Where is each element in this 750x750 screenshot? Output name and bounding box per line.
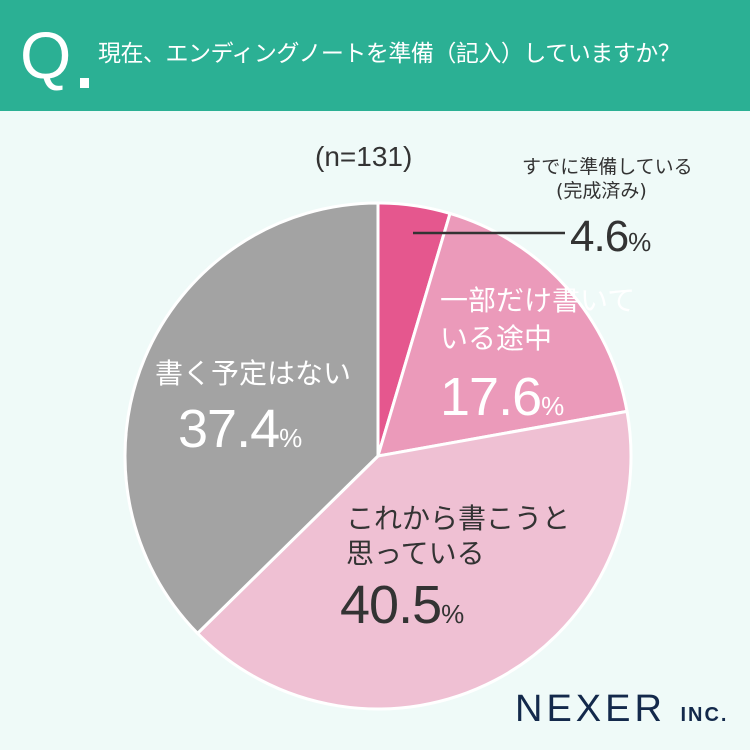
label-2-line2: 思っている [346, 537, 485, 570]
pie-slice-1 [375, 211, 629, 458]
label-2-line1: これから書こうと [346, 502, 571, 535]
label-0-value: 4.6% [570, 212, 651, 261]
q-mark: Q [20, 18, 72, 92]
label-1-line1: 一部だけ書いて [440, 284, 636, 317]
header-bar: Q 現在、エンディングノートを準備（記入）していますか？ [0, 0, 750, 111]
q-dot [80, 78, 89, 88]
sample-size: (n=131) [315, 141, 413, 172]
pie-slice-2 [195, 409, 633, 711]
label-1-value: 17.6% [440, 367, 564, 427]
label-2-value: 40.5% [340, 575, 464, 635]
nexer-logo: NEXER INC. [515, 688, 729, 730]
label-3-value: 37.4% [178, 399, 302, 459]
label-1-line2: いる途中 [440, 322, 553, 355]
label-0-line2: (完成済み) [556, 180, 647, 202]
pie-slice-3 [123, 201, 380, 636]
label-0-line1: すでに準備している [522, 156, 693, 178]
label-3-line1: 書く予定はない [155, 357, 352, 390]
question-title: 現在、エンディングノートを準備（記入）していますか？ [98, 41, 681, 67]
